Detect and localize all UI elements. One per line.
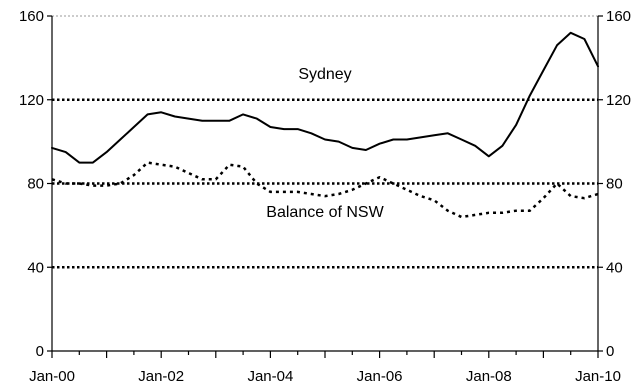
y-tick-label-right: 120 xyxy=(606,92,631,109)
y-tick-label-left: 0 xyxy=(36,343,44,360)
x-tick-label: Jan-08 xyxy=(466,368,512,385)
series-line-balance-of-nsw xyxy=(51,161,599,219)
labels: 0 40 80 120 160 0 40 80 120 160 Jan-00 Jan-02 Jan-04… xyxy=(19,8,631,385)
y-tick-label-left: 40 xyxy=(27,259,44,276)
series-lines xyxy=(51,31,599,219)
y-tick-label-right: 0 xyxy=(606,343,614,360)
series-label-balance-of-nsw: Balance of NSW xyxy=(266,204,384,221)
y-tick-label-left: 120 xyxy=(19,92,44,109)
x-tick-label: Jan-06 xyxy=(357,368,403,385)
series-line-sydney xyxy=(51,31,599,164)
gridlines xyxy=(52,15,598,269)
x-tick-label: Jan-04 xyxy=(247,368,293,385)
x-tick-label: Jan-10 xyxy=(575,368,621,385)
y-tick-label-right: 160 xyxy=(606,8,631,25)
y-tick-label-left: 160 xyxy=(19,8,44,25)
y-tick-label-right: 40 xyxy=(606,259,623,276)
series-label-sydney: Sydney xyxy=(298,66,351,83)
x-tick-label: Jan-02 xyxy=(138,368,184,385)
y-tick-label-left: 80 xyxy=(27,176,44,193)
axes xyxy=(47,15,603,358)
y-tick-label-right: 80 xyxy=(606,176,623,193)
x-tick-label: Jan-00 xyxy=(29,368,75,385)
